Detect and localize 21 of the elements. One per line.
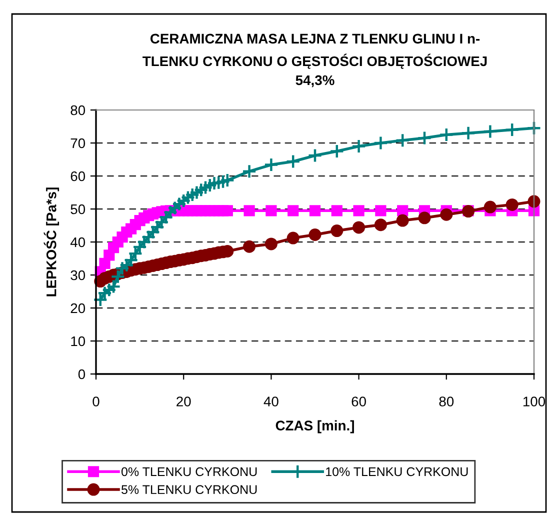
legend-label: 0% TLENKU CYRKONU: [121, 467, 257, 476]
x-tick-label: 100: [523, 396, 546, 406]
y-tick-label: 30: [70, 270, 86, 280]
y-tick-label: 0: [78, 369, 86, 380]
y-tick-label: 50: [70, 204, 86, 214]
y-tick-label: 20: [70, 303, 86, 314]
y-tick-label: 40: [70, 237, 86, 248]
legend-label: 5% TLENKU CYRKONU: [122, 485, 257, 494]
y-tick-label: 60: [70, 171, 86, 182]
y-tick-label: 10: [71, 336, 86, 346]
x-tick-label: 20: [176, 396, 191, 406]
x-tick-label: 40: [264, 396, 278, 406]
chart-title: CERAMICZNA MASA LEJNA Z TLENKU GLINU I n- TLENKU CYRKONU O GĘSTOŚCI OBJĘTOŚCIOWEJ 54,3%: [142, 34, 487, 88]
x-tick-label: 0: [92, 396, 100, 406]
y-tick-label: 80: [70, 105, 86, 116]
x-tick-label: 80: [439, 396, 454, 406]
x-axis-title: CZAS [min.]: [276, 420, 354, 434]
y-tick-label: 70: [70, 138, 86, 148]
y-axis-title: LEPKOŚĆ [Pa*s]: [44, 188, 60, 296]
legend-label: 10% TLENKU CYRKONU: [326, 467, 468, 476]
x-tick-label: 60: [352, 396, 366, 406]
